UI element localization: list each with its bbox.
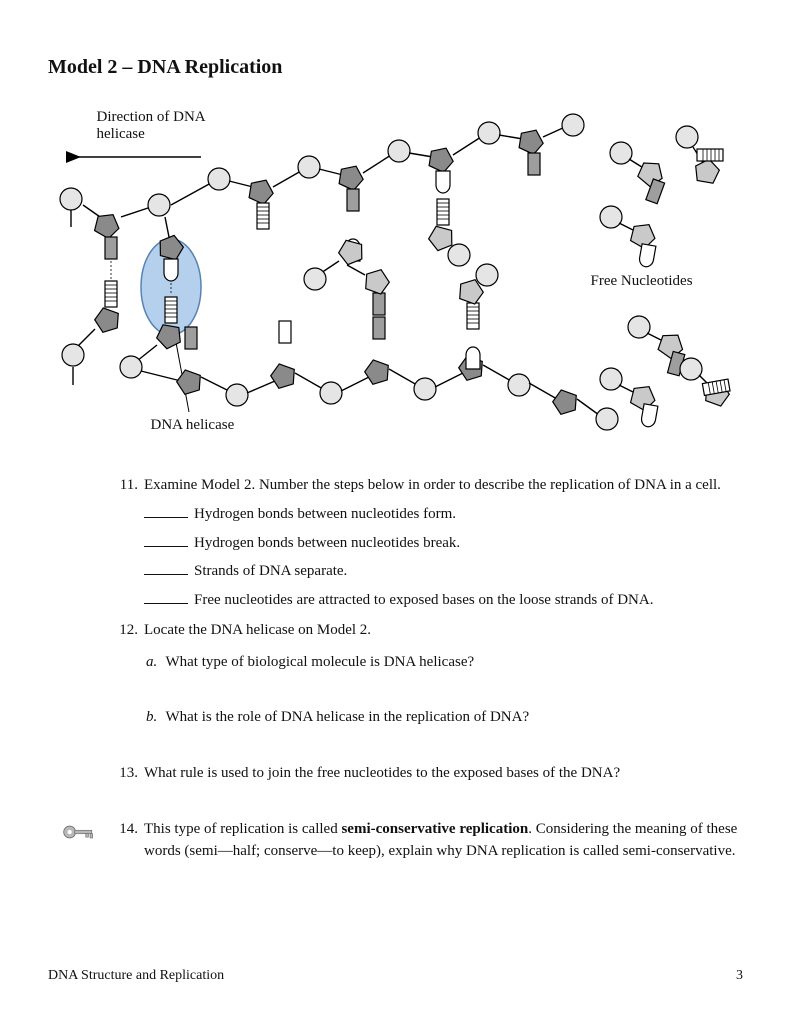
q12b-text: What is the role of DNA helicase in the … (165, 709, 529, 725)
q11-prompt: Examine Model 2. Number the steps below … (144, 475, 743, 497)
page-title: Model 2 – DNA Replication (48, 56, 743, 79)
page-footer: DNA Structure and Replication 3 (48, 968, 743, 984)
q12b-letter: b. (146, 707, 162, 729)
q14-bold: semi-conservative replication (341, 821, 528, 837)
q11-step-1: Hydrogen bonds between nucleotides form. (194, 506, 456, 522)
q11-blank-4[interactable] (144, 589, 188, 604)
dna-svg (51, 97, 741, 457)
q12a-text: What type of biological molecule is DNA … (165, 654, 474, 670)
footer-page-number: 3 (736, 968, 743, 984)
q11-step-3: Strands of DNA separate. (194, 563, 347, 579)
question-14: 14. This type of replication is called s… (112, 819, 743, 863)
q11-blank-1[interactable] (144, 503, 188, 518)
q12-number: 12. (112, 620, 138, 729)
q12a-letter: a. (146, 652, 162, 674)
key-icon (62, 821, 96, 843)
q11-blank-2[interactable] (144, 532, 188, 547)
q14-pre: This type of replication is called (144, 821, 341, 837)
footer-left: DNA Structure and Replication (48, 968, 224, 984)
q13-prompt: What rule is used to join the free nucle… (144, 763, 743, 785)
dna-diagram: Direction of DNA helicase DNA helicase F… (51, 97, 741, 457)
question-12: 12. Locate the DNA helicase on Model 2. … (112, 620, 743, 729)
q12-prompt: Locate the DNA helicase on Model 2. (144, 620, 743, 642)
question-13: 13. What rule is used to join the free n… (112, 763, 743, 785)
q11-step-4: Free nucleotides are attracted to expose… (194, 592, 653, 608)
q11-blank-3[interactable] (144, 560, 188, 575)
q14-number: 14. (112, 819, 138, 863)
questions-block: 11. Examine Model 2. Number the steps be… (112, 475, 743, 862)
q11-step-2: Hydrogen bonds between nucleotides break… (194, 535, 460, 551)
q13-number: 13. (112, 763, 138, 785)
q11-number: 11. (112, 475, 138, 612)
question-11: 11. Examine Model 2. Number the steps be… (112, 475, 743, 612)
